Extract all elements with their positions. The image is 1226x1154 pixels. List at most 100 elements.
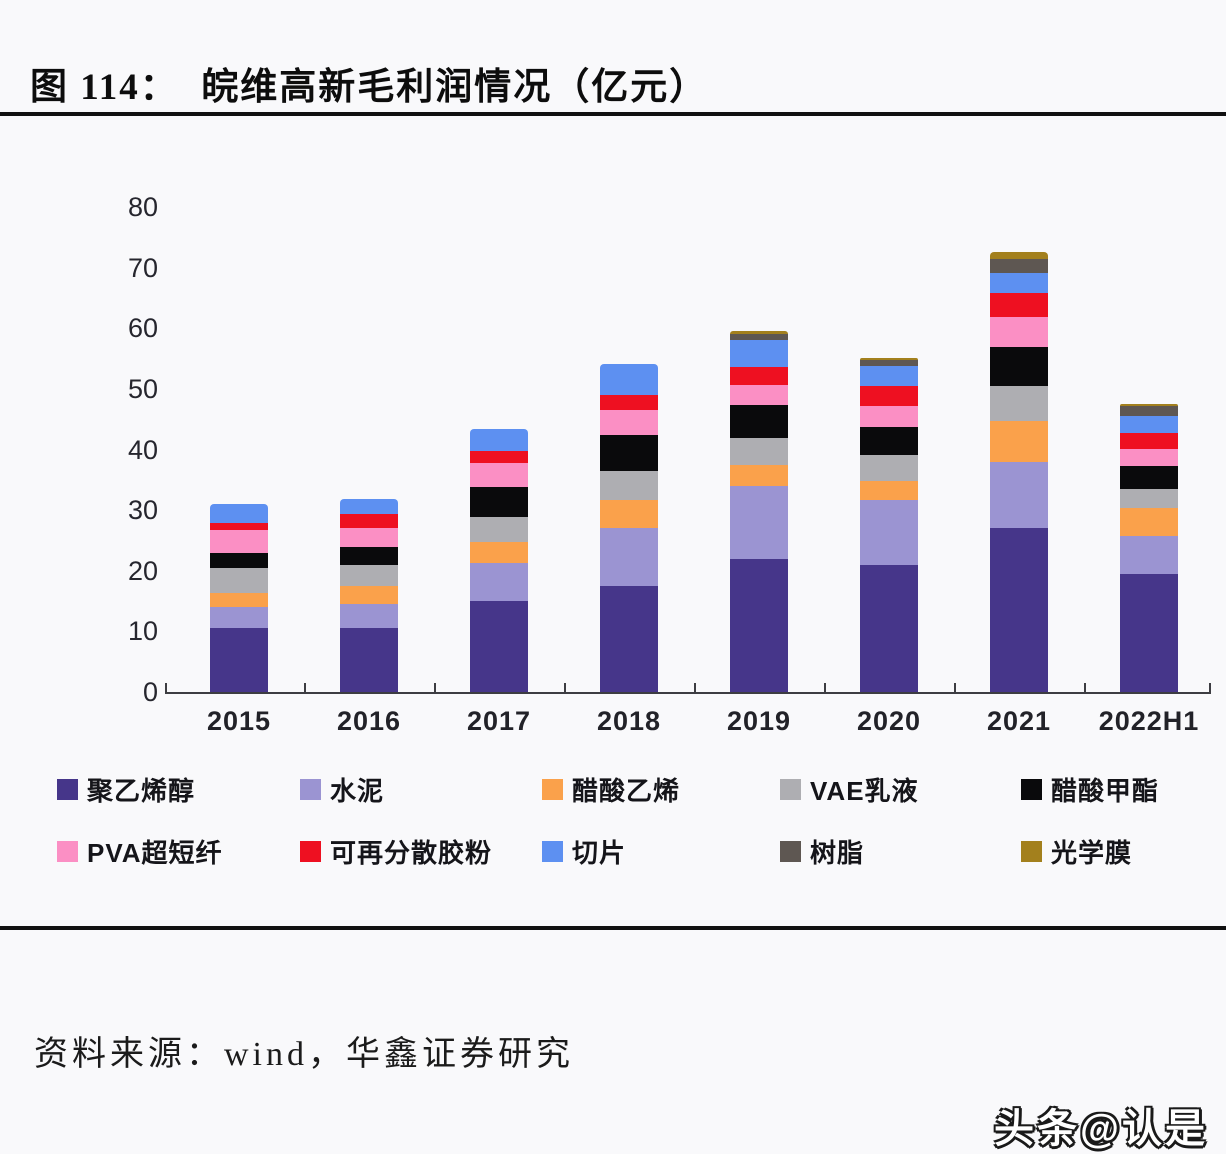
- legend-label: 水泥: [330, 775, 385, 806]
- bar-segment: [990, 528, 1048, 692]
- bar-segment: [470, 487, 528, 518]
- x-axis-label: 2022H1: [1098, 706, 1200, 736]
- bar-segment: [1120, 432, 1178, 449]
- bar-segment: [860, 405, 918, 428]
- legend-label: 切片: [572, 837, 627, 868]
- legend-swatch: [542, 840, 563, 862]
- y-axis-tick-label: 60: [127, 313, 158, 344]
- plot-area: [165, 207, 1211, 694]
- legend-label: PVA超短纤: [87, 837, 223, 868]
- bar-segment: [730, 405, 788, 438]
- bar-group-2016: [340, 207, 398, 692]
- bar-segment: [340, 528, 398, 547]
- chart-title: 图 114： 皖维高新毛利润情况（亿元）: [30, 67, 709, 108]
- y-axis-tick-label: 80: [127, 192, 158, 222]
- bar-segment: [340, 564, 398, 586]
- bar-segment: [600, 394, 658, 411]
- legend-item: 光学膜: [1021, 838, 1132, 868]
- legend-swatch: [1021, 778, 1042, 800]
- bar-group-2017: [470, 207, 528, 692]
- legend-swatch: [542, 778, 563, 800]
- legend-swatch: [780, 778, 801, 800]
- bar-segment: [730, 385, 788, 406]
- y-axis-tick-label: 50: [127, 373, 158, 404]
- bar-group-2018: [600, 207, 658, 692]
- x-axis-label: 2021: [986, 706, 1052, 736]
- bar-segment: [860, 360, 918, 366]
- bar-segment: [210, 553, 268, 569]
- bar-segment: [210, 522, 268, 531]
- bar-segment: [860, 564, 918, 692]
- bar-segment: [340, 628, 398, 692]
- bar-segment: [210, 568, 268, 594]
- bar-segment: [990, 421, 1048, 462]
- bar-segment: [730, 437, 788, 466]
- bar-segment: [600, 528, 658, 586]
- legend-item: 切片: [542, 838, 626, 868]
- bar-segment: [600, 434, 658, 472]
- legend-swatch: [300, 778, 321, 800]
- legend-swatch: [300, 840, 321, 862]
- legend-item: 可再分散胶粉: [300, 838, 492, 868]
- x-axis-tick: [1084, 683, 1086, 692]
- legend-label: 醋酸甲酯: [1051, 775, 1160, 806]
- bar-segment: [730, 340, 788, 368]
- legend-label: 光学膜: [1051, 837, 1133, 868]
- legend-swatch: [57, 778, 78, 800]
- legend-item: PVA超短纤: [57, 838, 223, 868]
- legend-label: 醋酸乙烯: [572, 775, 681, 806]
- bar-segment: [1120, 404, 1178, 407]
- legend-label: 树脂: [810, 837, 865, 868]
- bar-segment: [860, 357, 918, 361]
- bar-group-2019: [730, 207, 788, 692]
- y-axis-tick-label: 0: [142, 677, 158, 707]
- bar-group-2021: [990, 207, 1048, 692]
- bar-segment: [210, 530, 268, 554]
- bar-segment: [600, 500, 658, 529]
- x-axis-label: 2018: [596, 706, 662, 736]
- bar-segment: [340, 585, 398, 605]
- bar-group-2022H1: [1120, 207, 1178, 692]
- bar-segment: [860, 365, 918, 386]
- y-axis-tick-label: 20: [127, 555, 158, 586]
- y-axis-tick-label: 10: [127, 616, 158, 647]
- x-axis-tick: [824, 683, 826, 692]
- bar-segment: [990, 316, 1048, 348]
- title-divider-rule: [0, 112, 1226, 116]
- y-axis-tick-label: 30: [127, 495, 158, 526]
- bar-segment: [990, 385, 1048, 422]
- bar-segment: [1120, 466, 1178, 489]
- bar-segment: [470, 541, 528, 563]
- bar-segment: [860, 454, 918, 482]
- x-axis-end-tick: [165, 683, 167, 692]
- bar-segment: [860, 385, 918, 406]
- bar-segment: [1120, 448, 1178, 467]
- y-axis-tick-label: 40: [127, 434, 158, 465]
- bar-segment: [340, 546, 398, 565]
- bar-segment: [470, 428, 528, 451]
- bar-segment: [860, 427, 918, 455]
- legend-item: 水泥: [300, 776, 384, 806]
- bar-segment: [990, 251, 1048, 260]
- x-axis-tick: [434, 683, 436, 692]
- legend-item: 聚乙烯醇: [57, 776, 195, 806]
- bar-segment: [210, 593, 268, 608]
- bar-segment: [860, 481, 918, 500]
- x-axis-label: 2020: [856, 706, 922, 736]
- x-axis-end-tick: [1209, 683, 1211, 692]
- bar-group-2020: [860, 207, 918, 692]
- bar-segment: [730, 485, 788, 559]
- bar-segment: [1120, 507, 1178, 536]
- bar-segment: [210, 628, 268, 692]
- bar-segment: [990, 347, 1048, 386]
- bar-segment: [1120, 573, 1178, 692]
- bar-segment: [990, 293, 1048, 317]
- bar-segment: [730, 465, 788, 486]
- bar-segment: [470, 601, 528, 692]
- legend-label: VAE乳液: [810, 775, 919, 806]
- bar-segment: [730, 331, 788, 335]
- bar-segment: [210, 607, 268, 629]
- bar-segment: [340, 604, 398, 629]
- bar-segment: [340, 514, 398, 529]
- legend-item: 树脂: [780, 838, 864, 868]
